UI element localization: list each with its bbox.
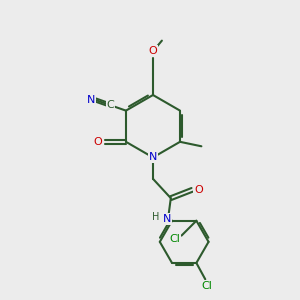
Text: O: O [194, 185, 203, 195]
Text: N: N [163, 214, 171, 224]
Text: O: O [148, 46, 157, 56]
Text: Cl: Cl [169, 234, 180, 244]
Text: N: N [149, 152, 157, 162]
Text: N: N [87, 95, 95, 105]
Text: H: H [152, 212, 160, 223]
Text: C: C [106, 100, 114, 110]
Text: Cl: Cl [201, 281, 212, 291]
Text: O: O [94, 137, 102, 147]
